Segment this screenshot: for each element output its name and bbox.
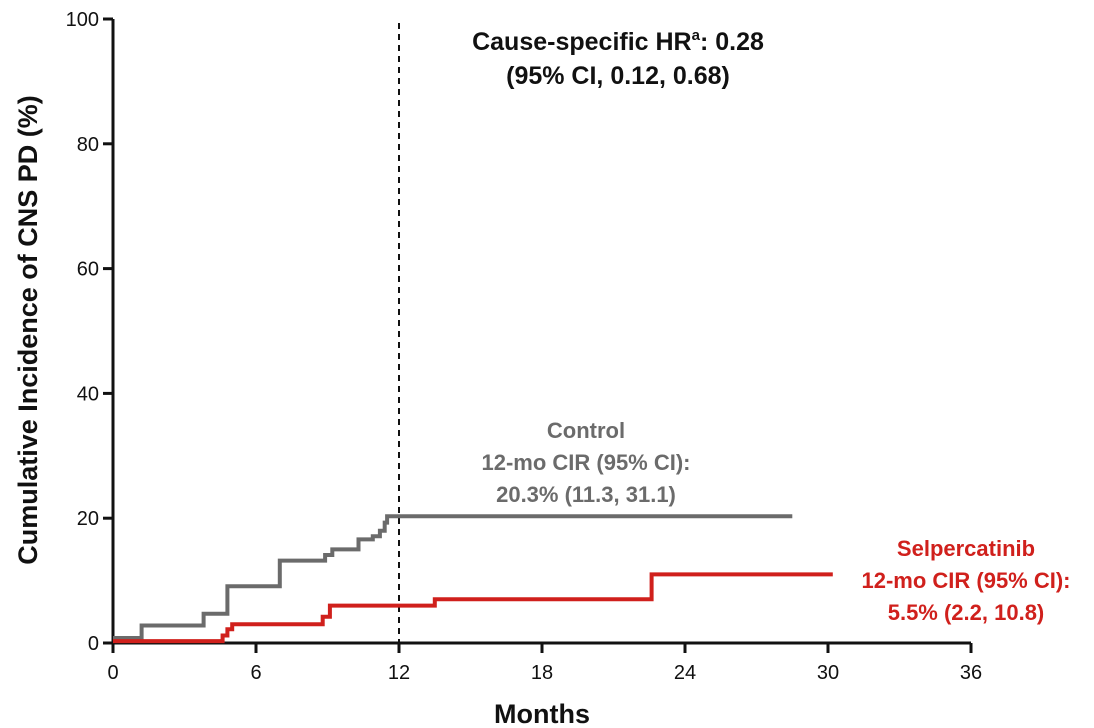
series-selpercatinib-curve [113, 572, 833, 644]
control-cir-value: 20.3% (11.3, 31.1) [496, 482, 676, 507]
y-tick-label: 60 [77, 259, 99, 281]
hr-superscript: a [692, 27, 701, 44]
plot-area [113, 23, 833, 644]
y-tick-label: 40 [77, 383, 99, 405]
x-tick-label: 36 [960, 662, 982, 684]
y-tick-label: 100 [66, 9, 99, 31]
control-annotation: Control 12-mo CIR (95% CI): 20.3% (11.3,… [481, 418, 690, 507]
selpercatinib-label: Selpercatinib [897, 536, 1035, 561]
x-tick-label: 30 [817, 662, 839, 684]
x-tick-label: 6 [250, 662, 261, 684]
x-tick-label: 18 [531, 662, 553, 684]
hr-value: : 0.28 [700, 28, 764, 56]
series-control-curve [113, 514, 793, 640]
selpercatinib-cir-heading: 12-mo CIR (95% CI): [861, 568, 1070, 593]
control-cir-heading: 12-mo CIR (95% CI): [481, 450, 690, 475]
x-tick-label: 12 [388, 662, 410, 684]
x-tick-label: 0 [107, 662, 118, 684]
hr-line-2: (95% CI, 0.12, 0.68) [506, 62, 730, 90]
x-tick-label: 24 [674, 662, 696, 684]
y-axis-title: Cumulative Incidence of CNS PD (%) [13, 95, 43, 565]
hr-annotation: Cause-specific HRa: 0.28 (95% CI, 0.12, … [472, 27, 764, 90]
control-label: Control [547, 418, 625, 443]
y-tick-label: 20 [77, 508, 99, 530]
selpercatinib-cir-value: 5.5% (2.2, 10.8) [888, 600, 1045, 625]
x-axis-title: Months [494, 699, 590, 728]
y-tick-label: 0 [88, 633, 99, 655]
hr-prefix: Cause-specific HR [472, 28, 692, 56]
y-tick-label: 80 [77, 134, 99, 156]
chart-axes: 0 20 40 60 80 100 0 6 12 18 24 30 36 [66, 9, 983, 684]
selpercatinib-annotation: Selpercatinib 12-mo CIR (95% CI): 5.5% (… [861, 536, 1070, 625]
hr-line-1: Cause-specific HRa: 0.28 [472, 27, 764, 56]
